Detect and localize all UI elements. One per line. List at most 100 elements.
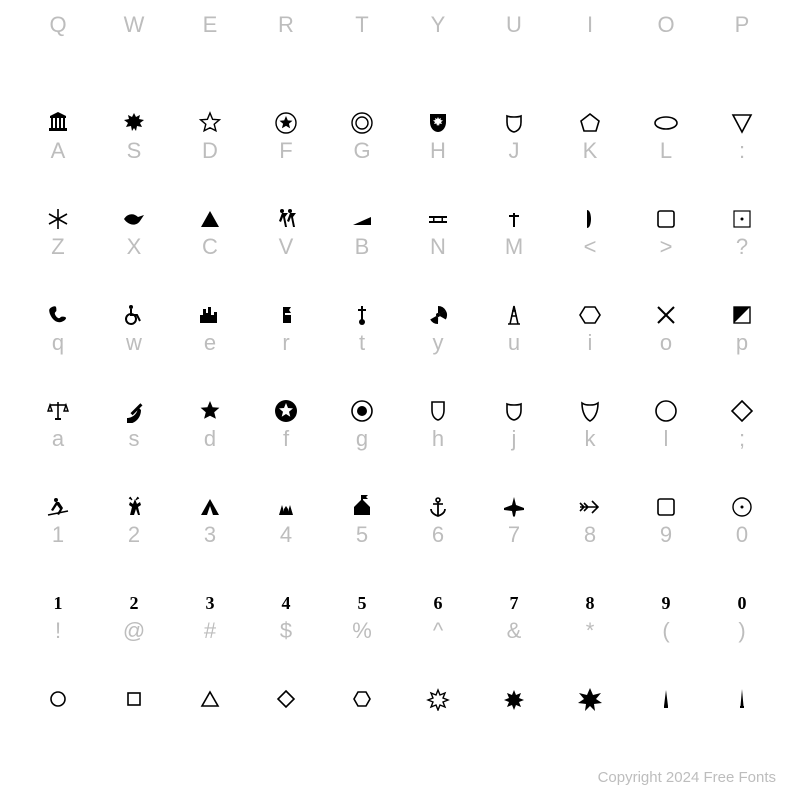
burst-solid-icon	[502, 684, 526, 714]
spike-1-icon	[654, 684, 678, 714]
key-label: >	[660, 234, 673, 260]
charmap-cell: A	[20, 108, 96, 204]
charmap-cell: 3	[172, 492, 248, 588]
charmap-cell: M	[476, 204, 552, 300]
charmap-cell: 5%	[324, 588, 400, 684]
charmap-cell: l	[628, 396, 704, 492]
key-label: 6	[432, 522, 444, 548]
circle-dot-icon	[730, 492, 754, 522]
charmap-cell	[324, 684, 400, 780]
skier-icon	[46, 492, 70, 522]
skyline-icon	[198, 300, 222, 330]
num-7-icon: 7	[510, 588, 519, 618]
charmap-cell: T	[324, 12, 400, 108]
key-label: &	[507, 618, 522, 644]
key-label: O	[657, 12, 674, 38]
key-label: T	[355, 12, 368, 38]
charmap-cell: t	[324, 300, 400, 396]
num-0-icon: 0	[738, 588, 747, 618]
charmap-cell	[248, 684, 324, 780]
key-label: S	[127, 138, 142, 164]
charmap-cell: E	[172, 12, 248, 108]
key-label: M	[505, 234, 523, 260]
num-2-icon: 2	[130, 588, 139, 618]
key-label: h	[432, 426, 444, 452]
charmap-cell: F	[248, 108, 324, 204]
bird-icon	[122, 204, 146, 234]
key-label: )	[738, 618, 745, 644]
charmap-cell: p	[704, 300, 780, 396]
charmap-cell	[172, 684, 248, 780]
key-label: g	[356, 426, 368, 452]
charmap-cell: 4	[248, 492, 324, 588]
charmap-cell: H	[400, 108, 476, 204]
star-outline-icon	[198, 108, 222, 138]
charmap-cell: 2@	[96, 588, 172, 684]
charmap-cell: P	[704, 12, 780, 108]
key-label: Y	[431, 12, 446, 38]
key-label: 7	[508, 522, 520, 548]
deer-icon	[122, 492, 146, 522]
charmap-cell: 7	[476, 492, 552, 588]
key-label: Z	[51, 234, 64, 260]
bracket-right-icon	[578, 204, 602, 234]
key-label: :	[739, 138, 745, 164]
interstate-outline-icon	[578, 396, 602, 426]
charmap-cell: U	[476, 12, 552, 108]
num-3-icon: 3	[206, 588, 215, 618]
charmap-cell: 9(	[628, 588, 704, 684]
charmap-cell: 9	[628, 492, 704, 588]
key-label: 1	[52, 522, 64, 548]
key-label: G	[353, 138, 370, 164]
key-label: A	[51, 138, 66, 164]
key-label: P	[735, 12, 750, 38]
spike-2-icon	[730, 684, 754, 714]
cross-stand-icon	[350, 300, 374, 330]
font-character-map: QWERTYUIOPASDFGHJKL:ZXCVBNM<>?qwertyuiop…	[0, 0, 800, 780]
charmap-cell: 2	[96, 492, 172, 588]
key-label: *	[586, 618, 595, 644]
shield-outline-icon	[426, 396, 450, 426]
snowflake-icon	[46, 204, 70, 234]
key-label: l	[664, 426, 669, 452]
star-solid-icon	[198, 396, 222, 426]
key-label: L	[660, 138, 672, 164]
key-label: #	[204, 618, 216, 644]
radiation-icon	[426, 300, 450, 330]
charmap-cell: Q	[20, 12, 96, 108]
num-4-icon: 4	[282, 588, 291, 618]
diamond-outline-icon	[730, 396, 754, 426]
building-icon	[46, 108, 70, 138]
jet-icon	[502, 492, 526, 522]
key-label: K	[583, 138, 598, 164]
charmap-cell: B	[324, 204, 400, 300]
charmap-cell	[20, 684, 96, 780]
key-label: 0	[736, 522, 748, 548]
anchor-icon	[426, 492, 450, 522]
charmap-cell: a	[20, 396, 96, 492]
key-label: D	[202, 138, 218, 164]
key-label: ?	[736, 234, 748, 260]
charmap-cell: o	[628, 300, 704, 396]
star-in-circle-solid-icon	[274, 396, 298, 426]
charmap-cell: 8	[552, 492, 628, 588]
charmap-cell: 7&	[476, 588, 552, 684]
charmap-cell: 0)	[704, 588, 780, 684]
square-dot-icon	[730, 204, 754, 234]
charmap-cell: I	[552, 12, 628, 108]
charmap-cell: 4$	[248, 588, 324, 684]
key-label: q	[52, 330, 64, 356]
key-label: !	[55, 618, 61, 644]
charmap-cell: O	[628, 12, 704, 108]
charmap-cell: y	[400, 300, 476, 396]
key-label: k	[585, 426, 596, 452]
charmap-cell: K	[552, 108, 628, 204]
oil-derrick-icon	[502, 300, 526, 330]
small-hexagon-icon	[350, 684, 374, 714]
burst-outline-icon	[426, 684, 450, 714]
charmap-cell: j	[476, 396, 552, 492]
badge-outline-icon	[502, 396, 526, 426]
key-label: 3	[204, 522, 216, 548]
charmap-cell: ;	[704, 396, 780, 492]
key-label: U	[506, 12, 522, 38]
